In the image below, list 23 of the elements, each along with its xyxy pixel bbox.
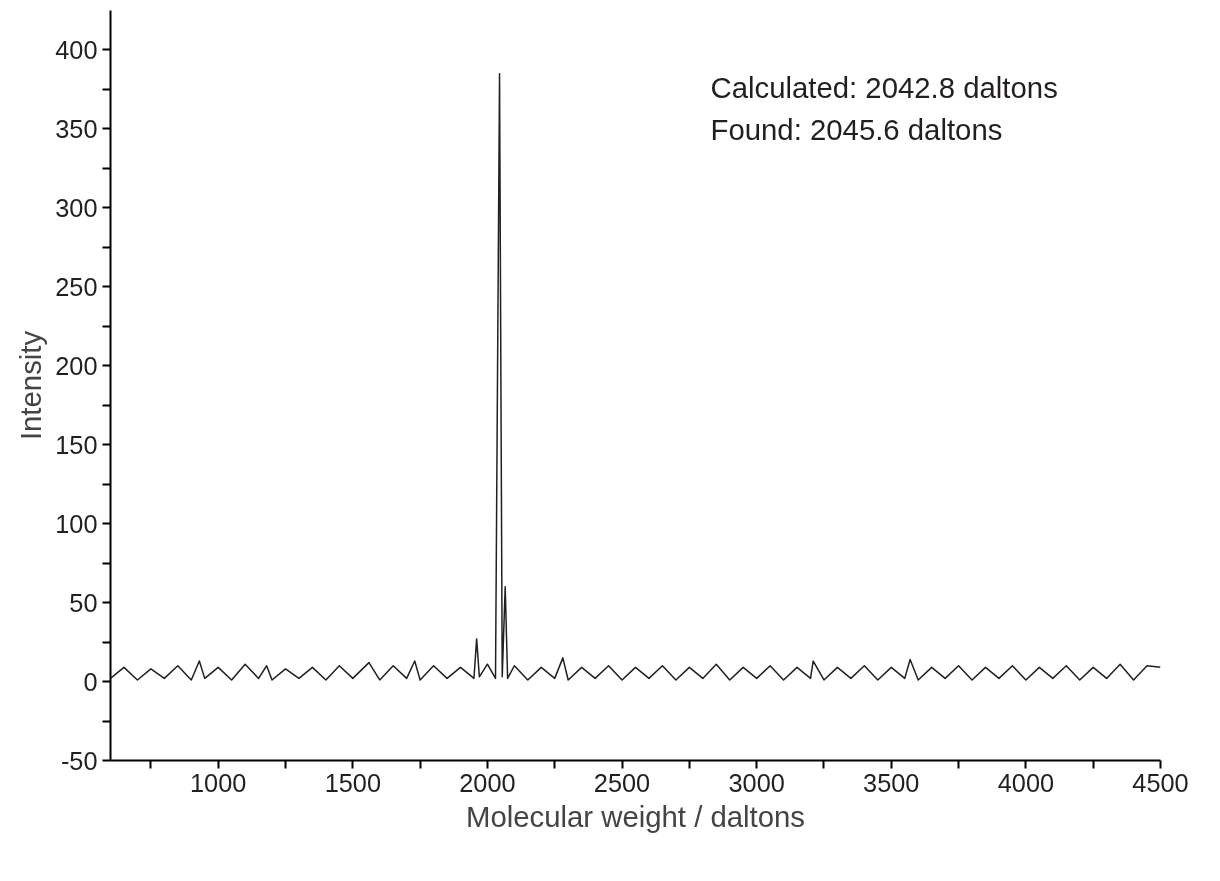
y-tick-label: 150 [55,430,98,459]
y-tick-label: 200 [55,351,98,380]
y-tick-label: 250 [55,272,98,301]
x-tick-label: 3500 [863,768,920,797]
x-tick-label: 4500 [1132,768,1189,797]
y-tick-label: 350 [55,114,98,143]
y-axis-title: Intensity [14,330,48,441]
x-tick-label: 1000 [190,768,247,797]
y-tick-label: 50 [69,588,98,617]
x-tick-label: 4000 [997,768,1055,797]
x-tick-label: 2000 [459,768,516,797]
y-tick-label: 300 [55,193,98,222]
annotation: Found: 2045.6 daltons [710,112,1003,146]
y-tick-label: -50 [60,746,98,775]
x-tick-label: 3000 [728,768,785,797]
line-series [110,72,1161,681]
x-axis-title: Molecular weight / daltons [465,799,806,833]
y-tick-label: 0 [83,667,98,696]
x-tick-label: 2500 [593,768,651,797]
x-tick-label: 1500 [324,768,381,797]
y-tick-label: 100 [55,509,98,538]
annotation: Calculated: 2042.8 daltons [710,70,1058,104]
y-tick-label: 400 [55,35,98,64]
